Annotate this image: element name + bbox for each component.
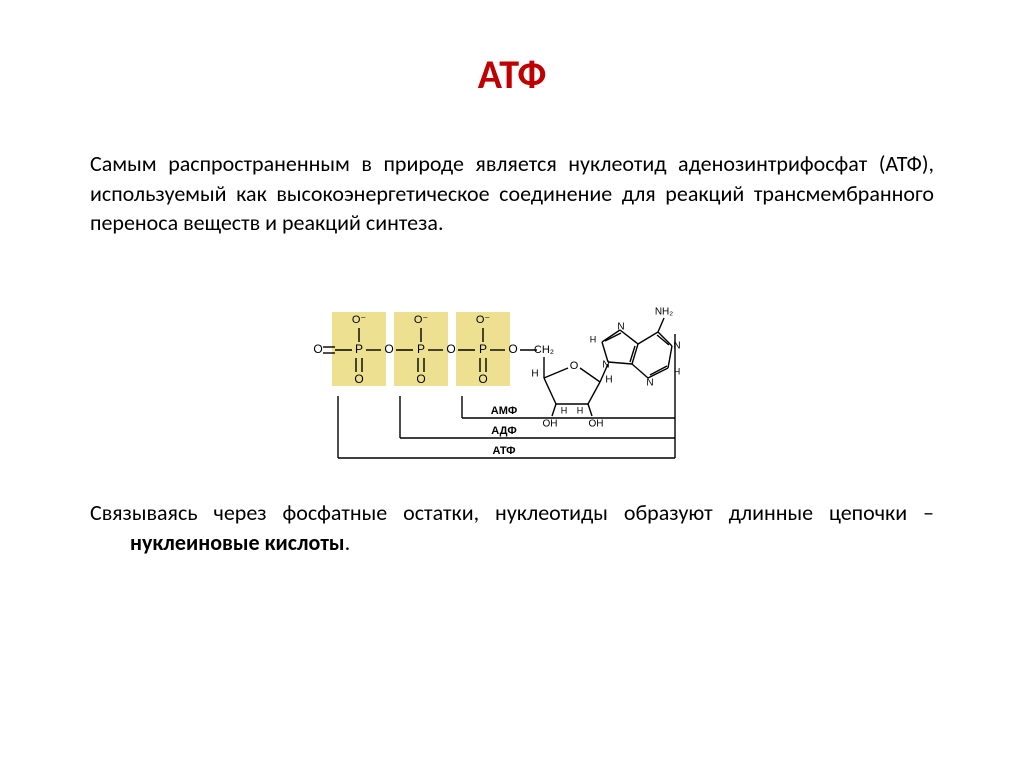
svg-text:N: N (602, 360, 609, 371)
svg-text:H: H (605, 375, 612, 386)
svg-text:O: O (478, 372, 487, 386)
svg-text:H: H (531, 369, 538, 380)
svg-text:O: O (446, 342, 455, 356)
svg-text:O: O (570, 360, 579, 372)
svg-text:H: H (577, 405, 584, 415)
svg-text:O: O (354, 372, 363, 386)
svg-text:P: P (355, 342, 363, 356)
slide: АТФ Самым распространенным в природе явл… (0, 0, 1024, 767)
svg-text:O⁻: O⁻ (476, 314, 491, 326)
para2-bold: нуклеиновые кислоты (130, 529, 345, 556)
svg-text:H: H (590, 334, 597, 344)
svg-text:N: N (646, 378, 653, 389)
svg-text:O⁻: O⁻ (352, 314, 367, 326)
slide-title: АТФ (90, 50, 934, 99)
svg-text:АМФ: АМФ (491, 405, 518, 417)
svg-text:NH₂: NH₂ (655, 307, 673, 318)
svg-text:АДФ: АДФ (491, 425, 516, 437)
svg-text:CH₂: CH₂ (534, 344, 554, 356)
paragraph-2: Связываясь через фосфатные остатки, нукл… (90, 498, 934, 557)
svg-text:АТФ: АТФ (492, 445, 515, 457)
paragraph-1: Самым распространенным в природе являетс… (90, 149, 934, 238)
svg-text:O⁻: O⁻ (414, 314, 429, 326)
svg-text:O: O (384, 342, 393, 356)
svg-text:O: O (313, 342, 322, 356)
para2-prefix: Связываясь через фосфатные остатки, нукл… (90, 499, 934, 526)
svg-text:P: P (417, 342, 425, 356)
atp-svg: OPO⁻OOPO⁻OOPO⁻OOCH₂OHHOHOHHHNH₂NNNNHHАМФ… (312, 256, 712, 488)
para2-suffix: . (345, 529, 351, 556)
atp-structure-diagram: OPO⁻OOPO⁻OOPO⁻OOCH₂OHHOHOHHHNH₂NNNNHHАМФ… (90, 256, 934, 488)
svg-text:N: N (617, 322, 624, 333)
svg-text:O: O (416, 372, 425, 386)
svg-text:OH: OH (543, 419, 558, 430)
svg-text:O: O (508, 342, 517, 356)
svg-text:H: H (561, 405, 568, 415)
svg-text:P: P (479, 342, 487, 356)
svg-text:OH: OH (589, 419, 604, 430)
